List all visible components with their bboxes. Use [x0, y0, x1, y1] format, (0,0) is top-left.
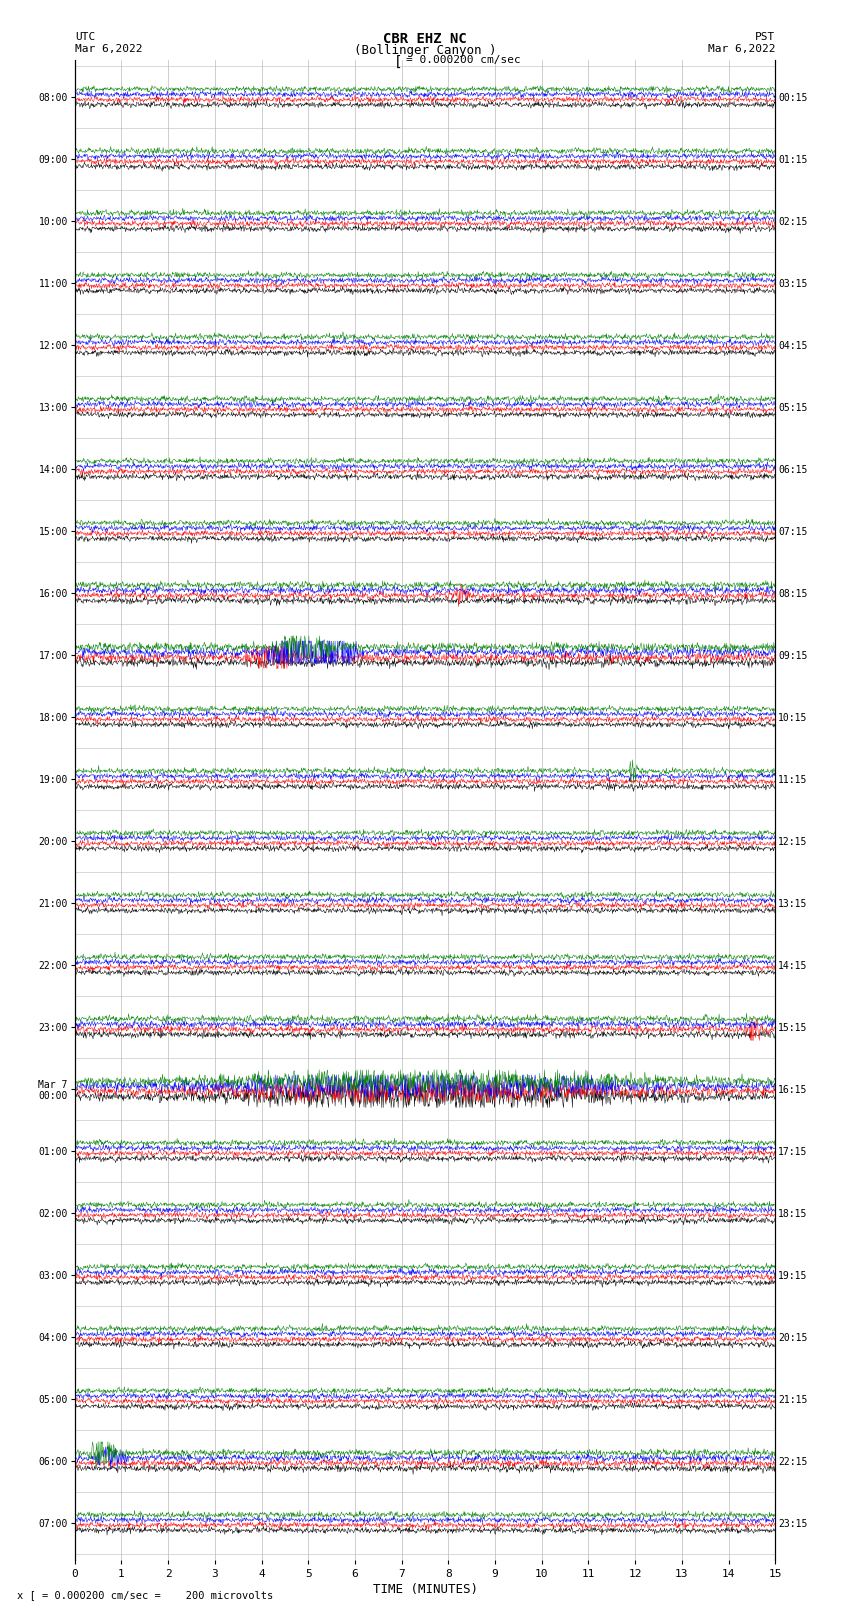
X-axis label: TIME (MINUTES): TIME (MINUTES) [372, 1582, 478, 1595]
Text: (Bollinger Canyon ): (Bollinger Canyon ) [354, 44, 496, 56]
Text: [: [ [394, 55, 402, 69]
Text: Mar 6,2022: Mar 6,2022 [75, 44, 142, 53]
Text: Mar 6,2022: Mar 6,2022 [708, 44, 775, 53]
Text: CBR EHZ NC: CBR EHZ NC [383, 32, 467, 47]
Text: UTC: UTC [75, 32, 95, 42]
Text: x [ = 0.000200 cm/sec =    200 microvolts: x [ = 0.000200 cm/sec = 200 microvolts [17, 1590, 273, 1600]
Text: = 0.000200 cm/sec: = 0.000200 cm/sec [406, 55, 521, 65]
Text: PST: PST [755, 32, 775, 42]
